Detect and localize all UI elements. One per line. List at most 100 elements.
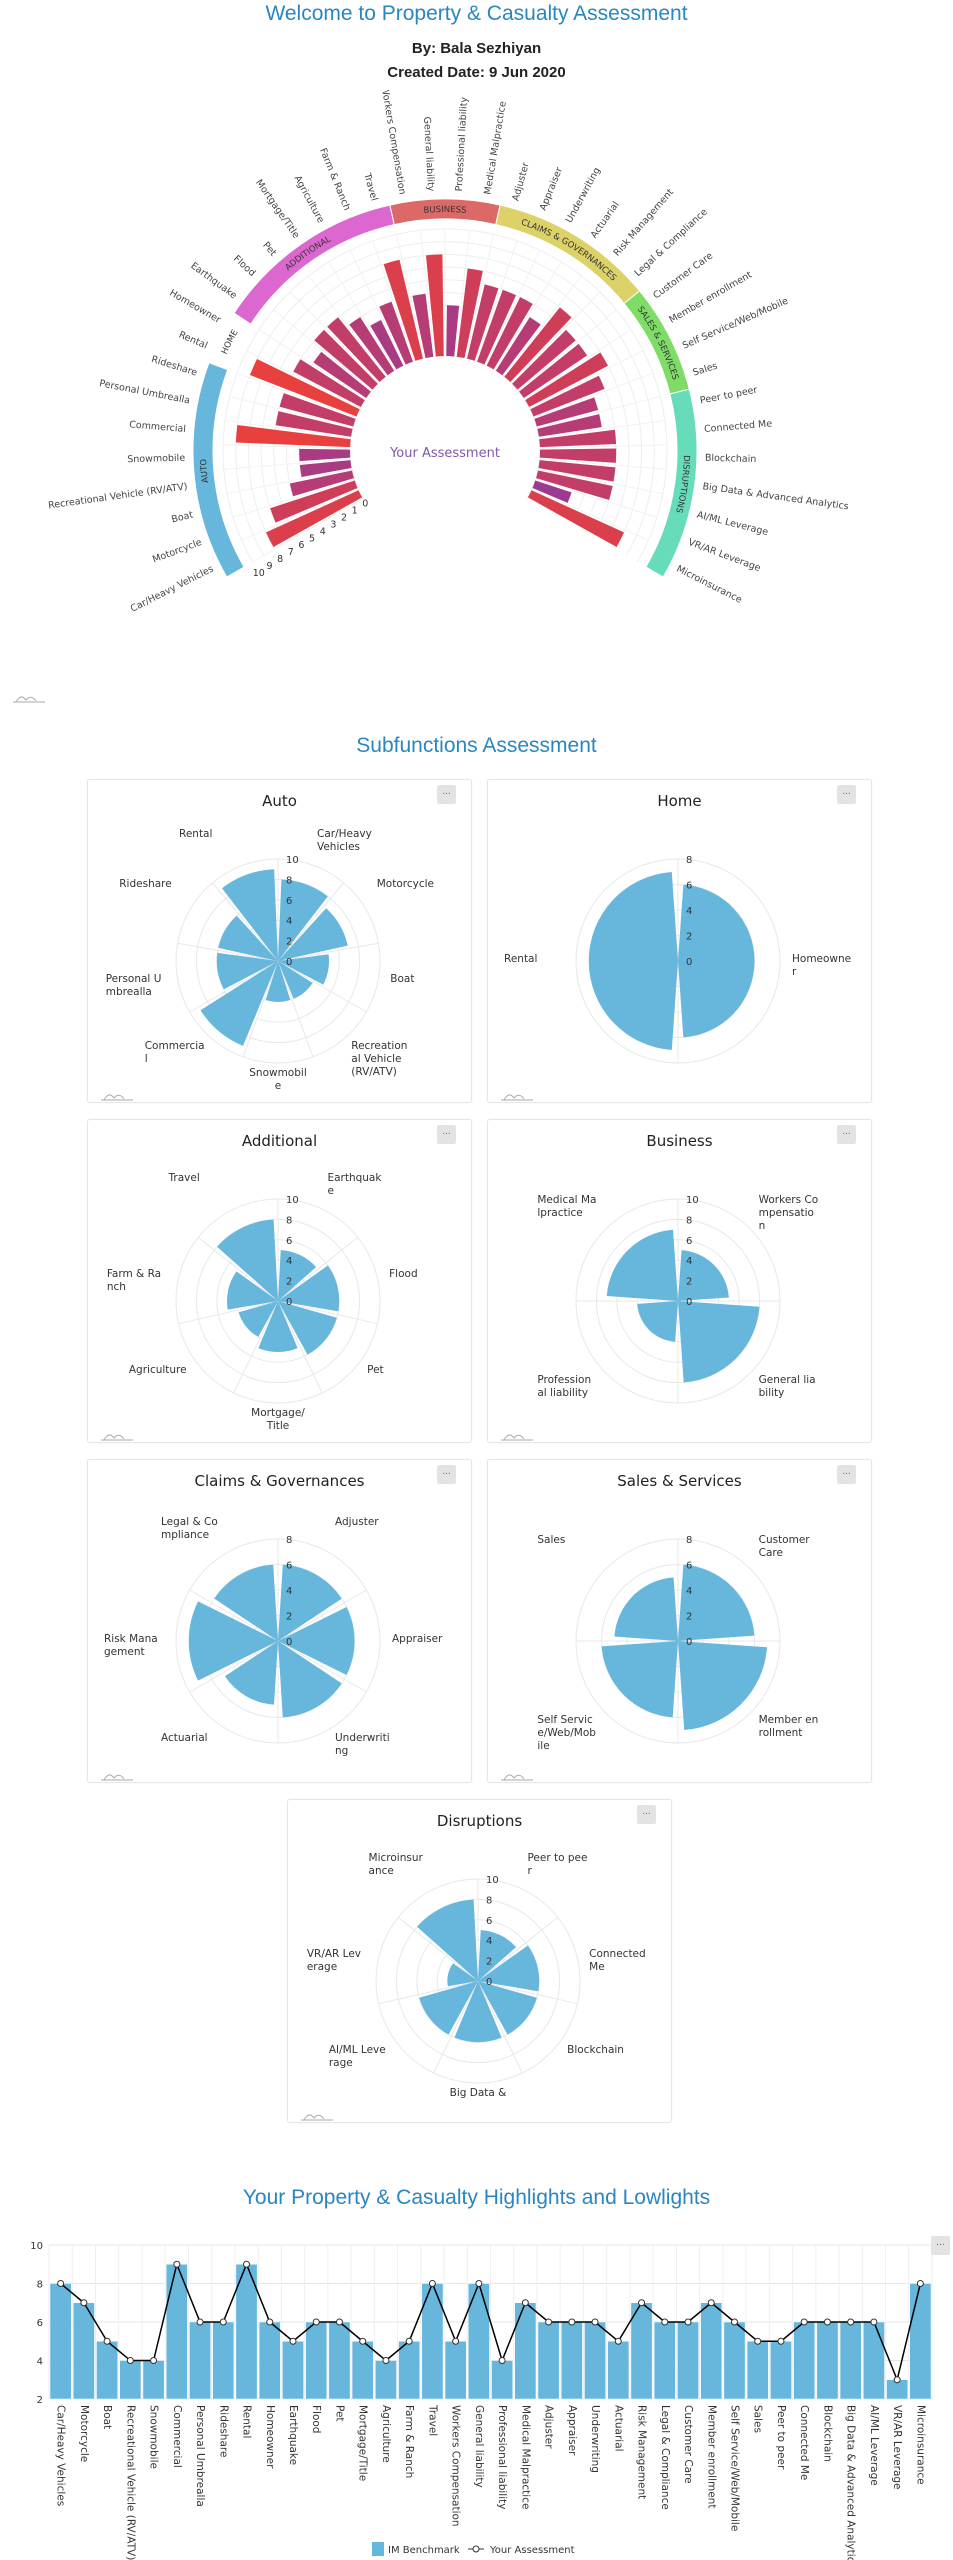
polar-wedge: [221, 869, 278, 961]
subchart-title: Home: [657, 792, 702, 810]
x-tick-label: Mortgage/Title: [357, 2405, 369, 2481]
amcharts-logo-icon[interactable]: [500, 1766, 534, 1785]
x-tick-label: Actuarial: [612, 2405, 624, 2452]
assessment-point: [405, 2337, 413, 2345]
chart-menu-button[interactable]: ...: [837, 785, 856, 804]
chart-menu-button[interactable]: ...: [637, 1805, 656, 1824]
category-label: Motorcycle: [151, 537, 204, 566]
grid-spoke: [349, 250, 405, 366]
category-label: Commercial: [129, 419, 187, 435]
x-tick-label: Legal & Compliance: [659, 2405, 671, 2510]
grid-spoke: [539, 458, 667, 470]
radial-tick: 8: [686, 1215, 692, 1226]
chart-menu-button[interactable]: ...: [437, 1465, 456, 1484]
grid-spoke: [225, 420, 351, 439]
x-tick-label: Customer Care: [682, 2405, 694, 2484]
assessment-bar: [293, 359, 365, 407]
polar-wedge: [637, 1301, 678, 1342]
x-tick-label: Professional liability: [496, 2405, 508, 2509]
category-label: Mortgage/Title: [253, 178, 301, 241]
chart-menu-button[interactable]: ...: [837, 1125, 856, 1144]
benchmark-bar: [793, 2321, 816, 2400]
amcharts-logo-icon[interactable]: [500, 1086, 534, 1105]
x-tick-label: Microinsurance: [914, 2405, 926, 2485]
assessment-point: [823, 2318, 831, 2326]
radial-tick: 0: [686, 1637, 692, 1648]
scale-tick: 3: [330, 519, 336, 530]
polar-wedge: [278, 1265, 340, 1312]
assessment-point: [289, 2337, 297, 2345]
chart-menu-button[interactable]: ...: [437, 785, 456, 804]
chart-menu-button[interactable]: ...: [837, 1465, 856, 1484]
assessment-bar: [512, 329, 576, 390]
assessment-bar: [527, 490, 624, 548]
polar-wedge: [278, 1250, 317, 1301]
grid-spoke: [529, 350, 644, 409]
assessment-bar: [299, 448, 351, 462]
y-tick-label: 8: [37, 2280, 43, 2291]
amcharts-logo-icon[interactable]: [100, 1766, 134, 1785]
polar-chart: 0 2 4 6 8 10: [175, 855, 381, 1064]
polar-label: Big Data &: [449, 2087, 507, 2099]
grid-spoke: [510, 291, 601, 384]
scale-tick: 6: [298, 540, 304, 551]
assessment-bar: [249, 358, 360, 417]
assessment-point: [847, 2318, 855, 2326]
benchmark-bar: [491, 2360, 513, 2400]
polar-wedge: [678, 884, 755, 1038]
assessment-bar: [532, 480, 572, 503]
polar-label: Personal Umbrealla: [105, 972, 162, 998]
subchart-title: Auto: [262, 792, 297, 810]
amcharts-logo-icon[interactable]: [300, 2106, 334, 2125]
polar-label: Motorcycle: [376, 878, 434, 890]
x-tick-label: Boat: [101, 2405, 113, 2429]
subchart-title: Disruptions: [436, 1812, 523, 1830]
radial-tick: 6: [486, 1916, 492, 1927]
scale-tick: 8: [277, 554, 283, 565]
x-tick-label: Car/Heavy Vehicles: [55, 2405, 67, 2506]
polar-chart: 0 2 4 6 8 10: [375, 1875, 581, 2084]
assessment-point: [777, 2337, 785, 2345]
assessment-point: [452, 2337, 460, 2345]
category-label: Medical Malpractice: [482, 100, 508, 195]
benchmark-bar: [839, 2321, 862, 2400]
chart-menu-button[interactable]: ...: [437, 1125, 456, 1144]
assessment-point: [103, 2337, 111, 2345]
chart-menu-button[interactable]: ...: [931, 2236, 950, 2255]
polar-wedge: [478, 1930, 517, 1981]
polar-wedge: [678, 1564, 755, 1641]
amcharts-logo-icon[interactable]: [500, 1426, 534, 1445]
category-label: VR/AR Leverage: [687, 537, 763, 574]
polar-label: Rental: [179, 827, 213, 840]
x-tick-label: Peer to peer: [775, 2405, 787, 2470]
y-tick-label: 4: [37, 2357, 43, 2368]
amcharts-logo-icon[interactable]: [100, 1426, 134, 1445]
polar-label: Recreational Vehicle (RV/ATV): [351, 1040, 408, 1079]
amcharts-logo-icon[interactable]: [100, 1086, 134, 1105]
polar-label: Rideshare: [119, 878, 172, 890]
grid-spoke: [223, 458, 351, 470]
assessment-point: [266, 2318, 274, 2326]
assessment-bar: [504, 307, 572, 383]
assessment-bar: [299, 460, 352, 478]
assessment-point: [568, 2318, 576, 2326]
grid-spoke: [232, 478, 355, 518]
radial-tick: 2: [686, 932, 692, 943]
assessment-bar: [289, 470, 354, 497]
grid-spoke: [277, 882, 344, 962]
grid-spoke: [277, 1589, 367, 1642]
benchmark-bar: [119, 2360, 142, 2400]
subchart-card-claims-governances: Claims & Governances... 0 2 4 6 8 Adjuster Appr…: [87, 1459, 472, 1783]
category-label: Blockchain: [705, 453, 757, 465]
polar-label: Actuarial: [161, 1731, 208, 1744]
assessment-point: [707, 2299, 715, 2307]
assessment-bar: [370, 319, 404, 370]
category-label: Boat: [170, 509, 194, 525]
benchmark-bar: [514, 2302, 537, 2400]
legend-swatch-benchmark[interactable]: [372, 2542, 384, 2556]
benchmark-bar: [142, 2360, 165, 2400]
grid-spoke: [242, 960, 279, 1058]
assessment-point: [126, 2357, 134, 2364]
category-label: Rideshare: [150, 354, 199, 379]
amcharts-logo-icon[interactable]: [12, 688, 46, 707]
